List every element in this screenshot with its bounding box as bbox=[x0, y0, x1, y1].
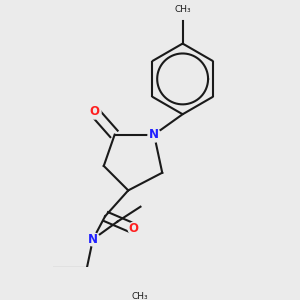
Text: N: N bbox=[149, 128, 159, 141]
Text: CH₃: CH₃ bbox=[132, 292, 148, 300]
Text: N: N bbox=[88, 233, 98, 246]
Text: O: O bbox=[89, 105, 99, 118]
Text: CH₃: CH₃ bbox=[174, 5, 191, 14]
Text: O: O bbox=[129, 222, 139, 235]
